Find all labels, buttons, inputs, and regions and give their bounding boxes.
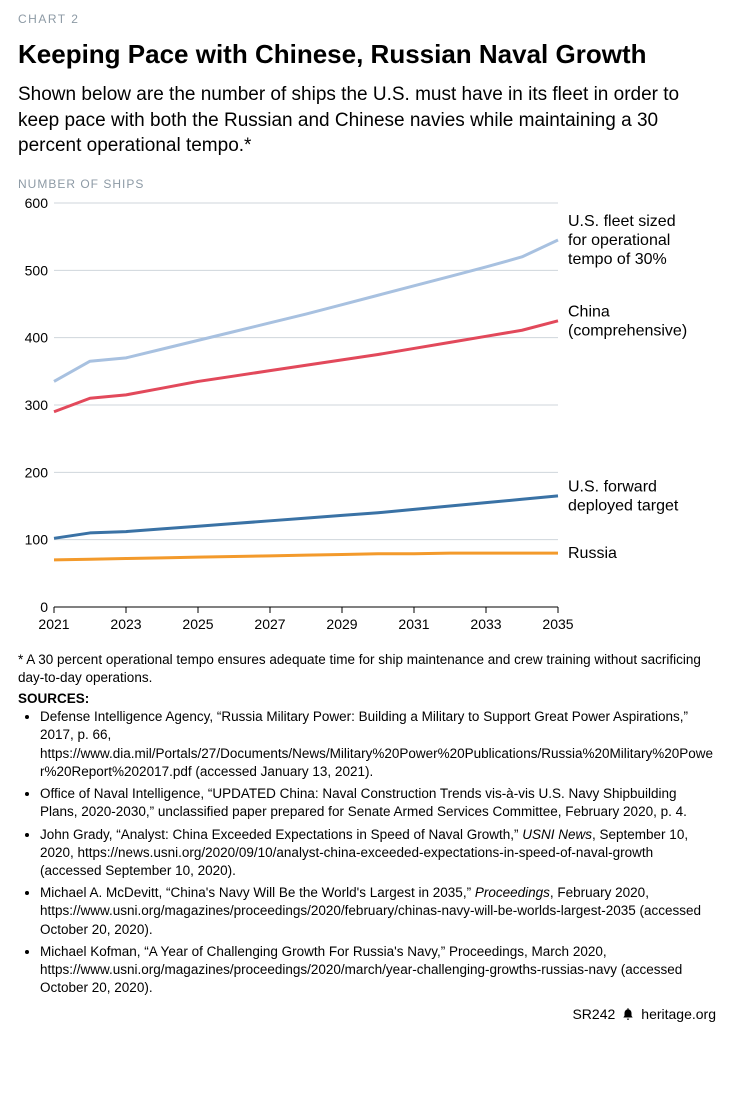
series-china	[54, 321, 558, 412]
line-chart: 0 100 200 300 400 500 600 2021 2023 2025 2027 2029 2…	[18, 197, 716, 637]
sources-heading: SOURCES:	[18, 691, 716, 706]
series-russia	[54, 553, 558, 560]
footer-site: heritage.org	[641, 1006, 716, 1022]
svg-text:2027: 2027	[254, 616, 285, 632]
svg-text:200: 200	[25, 464, 49, 480]
svg-text:0: 0	[40, 599, 48, 615]
svg-text:400: 400	[25, 329, 49, 345]
series-us-forward	[54, 496, 558, 538]
svg-text:2023: 2023	[110, 616, 141, 632]
svg-text:2025: 2025	[182, 616, 213, 632]
svg-text:300: 300	[25, 397, 49, 413]
source-item: Office of Naval Intelligence, “UPDATED C…	[40, 785, 716, 821]
chart-title: Keeping Pace with Chinese, Russian Naval…	[18, 40, 716, 70]
series-label-us-fleet-30: tempo of 30%	[568, 251, 667, 268]
footer: SR242 heritage.org	[18, 1006, 716, 1022]
svg-text:2031: 2031	[398, 616, 429, 632]
svg-text:2021: 2021	[38, 616, 69, 632]
svg-text:2029: 2029	[326, 616, 357, 632]
series-label-china: China	[568, 303, 610, 320]
series-label-china: (comprehensive)	[568, 322, 687, 339]
svg-text:2033: 2033	[470, 616, 501, 632]
svg-text:100: 100	[25, 531, 49, 547]
series-label-us-fleet-30: U.S. fleet sized	[568, 213, 676, 230]
source-item: Michael Kofman, “A Year of Challenging G…	[40, 943, 716, 998]
svg-text:500: 500	[25, 262, 49, 278]
source-item: Defense Intelligence Agency, “Russia Mil…	[40, 708, 716, 781]
svg-text:600: 600	[25, 197, 49, 211]
source-item: John Grady, “Analyst: China Exceeded Exp…	[40, 826, 716, 881]
y-axis-label: NUMBER OF SHIPS	[18, 177, 716, 191]
footnote: * A 30 percent operational tempo ensures…	[18, 651, 716, 687]
chart-svg: 0 100 200 300 400 500 600 2021 2023 2025 2027 2029 2…	[18, 197, 716, 637]
series-label-us-forward: deployed target	[568, 497, 679, 514]
bell-icon	[621, 1007, 635, 1021]
chart-description: Shown below are the number of ships the …	[18, 82, 716, 159]
chart-kicker: CHART 2	[18, 12, 716, 26]
series-label-russia: Russia	[568, 545, 617, 562]
series-label-us-fleet-30: for operational	[568, 232, 670, 249]
svg-text:2035: 2035	[542, 616, 573, 632]
source-item: Michael A. McDevitt, “China's Navy Will …	[40, 884, 716, 939]
series-us-fleet-30	[54, 240, 558, 381]
series-label-us-forward: U.S. forward	[568, 478, 657, 495]
footer-code: SR242	[572, 1006, 615, 1022]
sources-list: Defense Intelligence Agency, “Russia Mil…	[18, 708, 716, 997]
